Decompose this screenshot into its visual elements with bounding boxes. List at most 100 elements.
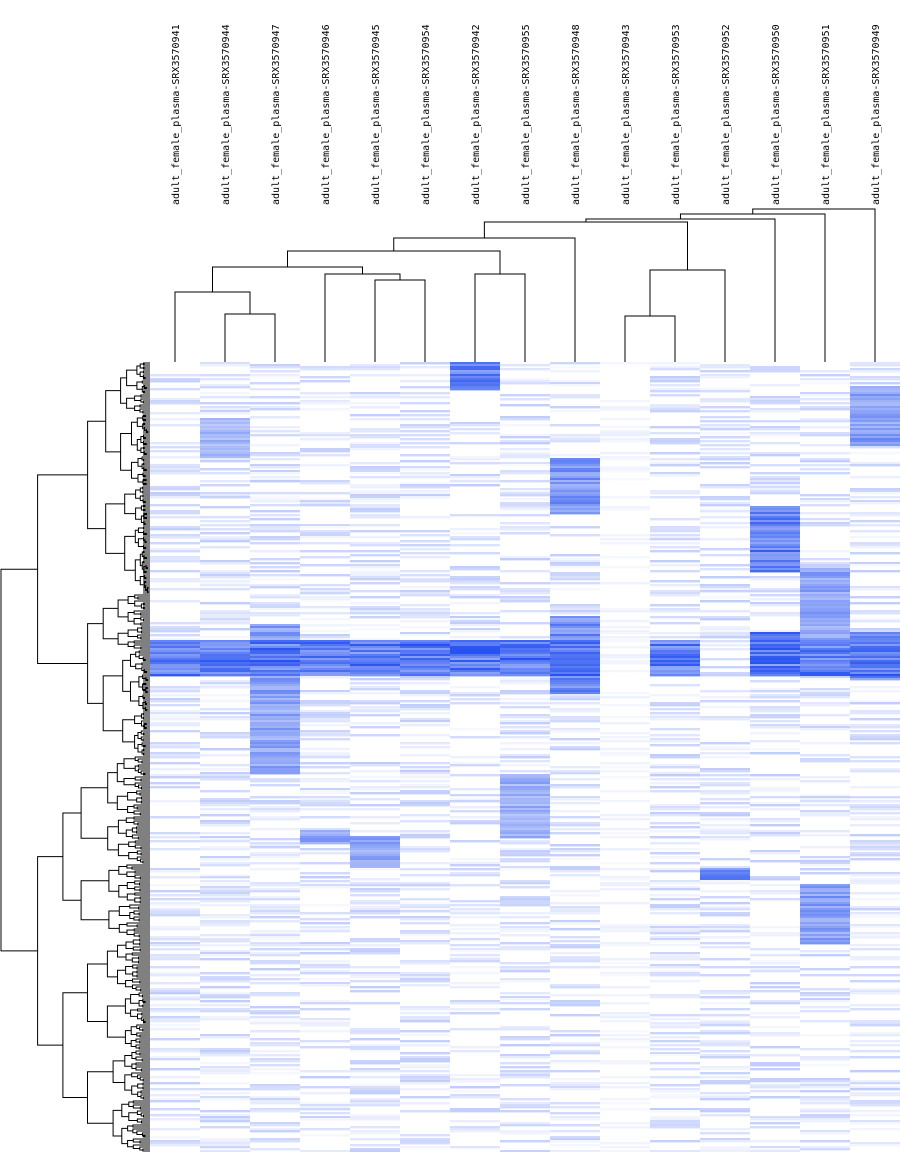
heatmap-cell xyxy=(250,458,300,461)
heatmap-cell xyxy=(550,620,600,623)
heatmap-cell xyxy=(250,434,300,437)
heatmap-cell xyxy=(600,466,650,469)
heatmap-cell xyxy=(550,810,600,813)
heatmap-cell xyxy=(500,784,550,787)
heatmap-cell xyxy=(600,432,650,435)
heatmap-cell xyxy=(400,580,450,583)
heatmap-cell xyxy=(150,762,200,765)
column-label: adult_female_plasma-SRX3570955 xyxy=(521,24,532,205)
heatmap-cell xyxy=(200,954,250,957)
dendrogram-link xyxy=(137,527,144,533)
heatmap-cell xyxy=(200,460,250,463)
heatmap-cell xyxy=(200,1070,250,1073)
heatmap-cell xyxy=(700,814,750,817)
heatmap-cell xyxy=(750,654,800,657)
heatmap-cell xyxy=(600,408,650,411)
heatmap-cell xyxy=(150,628,200,631)
heatmap-cell xyxy=(800,1108,850,1111)
heatmap-cell xyxy=(400,668,450,671)
heatmap-cell xyxy=(500,930,550,933)
heatmap-cell xyxy=(650,894,700,897)
heatmap-cell xyxy=(350,840,400,843)
heatmap-cell xyxy=(550,748,600,751)
heatmap-cell xyxy=(650,560,700,563)
heatmap-cell xyxy=(450,628,500,631)
heatmap-cell xyxy=(750,634,800,637)
heatmap-cell xyxy=(850,992,900,995)
heatmap-cell xyxy=(150,718,200,721)
heatmap-cell xyxy=(400,1012,450,1015)
heatmap-cell xyxy=(700,966,750,969)
heatmap-cell xyxy=(250,884,300,887)
heatmap-cell xyxy=(250,760,300,763)
heatmap-cell xyxy=(850,500,900,503)
heatmap-cell xyxy=(550,604,600,607)
heatmap-cell xyxy=(750,534,800,537)
heatmap-cell xyxy=(450,552,500,555)
heatmap-cell xyxy=(350,1132,400,1135)
heatmap-cell xyxy=(850,824,900,827)
heatmap-cell xyxy=(550,526,600,529)
heatmap-cell xyxy=(300,400,350,403)
heatmap-cell xyxy=(700,462,750,465)
heatmap-cell xyxy=(700,798,750,801)
heatmap-cell xyxy=(200,1142,250,1145)
heatmap-cell xyxy=(500,654,550,657)
heatmap-cell xyxy=(400,1030,450,1033)
heatmap-cell xyxy=(800,638,850,641)
dendrogram-link xyxy=(105,390,121,453)
heatmap-cell xyxy=(750,556,800,559)
heatmap-cell xyxy=(700,770,750,773)
heatmap-cell xyxy=(750,830,800,833)
heatmap-cell xyxy=(250,978,300,981)
heatmap-cell xyxy=(700,590,750,593)
heatmap-cell xyxy=(600,452,650,455)
heatmap-cell xyxy=(650,786,700,789)
heatmap-cell xyxy=(250,728,300,731)
heatmap-cell xyxy=(800,472,850,475)
heatmap-cell xyxy=(450,912,500,915)
heatmap-cell xyxy=(200,772,250,775)
heatmap-cell xyxy=(400,868,450,871)
heatmap-cell xyxy=(250,910,300,913)
heatmap-cell xyxy=(150,1068,200,1071)
dendrogram-link xyxy=(134,559,141,582)
heatmap-cell xyxy=(700,1146,750,1149)
heatmap-cell xyxy=(350,642,400,645)
heatmap-cell xyxy=(400,682,450,685)
heatmap-cell xyxy=(600,508,650,511)
heatmap-cell xyxy=(650,564,700,567)
heatmap-cell xyxy=(350,1130,400,1133)
heatmap-cell xyxy=(800,660,850,663)
heatmap-cell xyxy=(550,1086,600,1089)
heatmap-cell xyxy=(250,480,300,483)
heatmap-cell xyxy=(250,700,300,703)
heatmap-cell xyxy=(500,720,550,723)
heatmap-cell xyxy=(400,974,450,977)
heatmap-cell xyxy=(300,804,350,807)
heatmap-cell xyxy=(350,542,400,545)
heatmap-cell xyxy=(750,1016,800,1019)
heatmap-cell xyxy=(200,764,250,767)
heatmap-cell xyxy=(300,944,350,947)
heatmap-cell xyxy=(850,638,900,641)
heatmap-cell xyxy=(350,910,400,913)
heatmap-cell xyxy=(450,862,500,865)
heatmap-cell xyxy=(400,646,450,649)
heatmap-cell xyxy=(650,848,700,851)
heatmap-cell xyxy=(400,1070,450,1073)
heatmap-cell xyxy=(600,632,650,635)
heatmap-cell xyxy=(400,874,450,877)
heatmap-cell xyxy=(850,652,900,655)
heatmap-cell xyxy=(650,1054,700,1057)
heatmap-cell xyxy=(350,1050,400,1053)
heatmap-cell xyxy=(750,530,800,533)
heatmap-cell xyxy=(700,718,750,721)
heatmap-cell xyxy=(450,586,500,589)
heatmap-cell xyxy=(750,876,800,879)
heatmap-cell xyxy=(250,1140,300,1143)
heatmap-cell xyxy=(200,994,250,997)
heatmap-cell xyxy=(450,986,500,989)
heatmap-cell xyxy=(250,906,300,909)
heatmap-cell xyxy=(300,790,350,793)
